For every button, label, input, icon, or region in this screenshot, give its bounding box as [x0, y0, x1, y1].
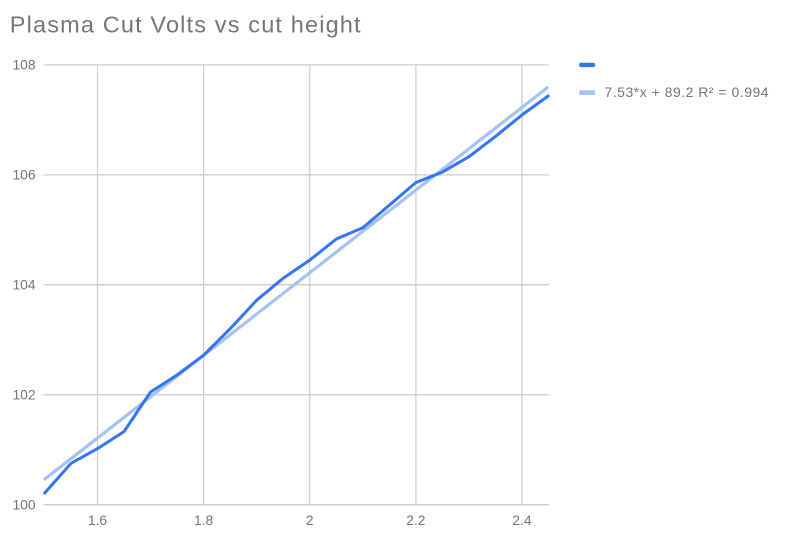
svg-text:2.4: 2.4 — [512, 513, 532, 528]
svg-text:1.6: 1.6 — [88, 513, 108, 528]
svg-text:102: 102 — [12, 388, 35, 403]
svg-text:100: 100 — [12, 497, 35, 512]
svg-text:2.2: 2.2 — [406, 513, 425, 528]
svg-text:2: 2 — [306, 513, 314, 528]
svg-text:1.8: 1.8 — [194, 513, 214, 528]
svg-text:Plasma Cut Volts vs cut height: Plasma Cut Volts vs cut height — [10, 12, 362, 38]
svg-text:7.53*x + 89.2 R² = 0.994: 7.53*x + 89.2 R² = 0.994 — [605, 84, 770, 100]
svg-text:104: 104 — [12, 278, 35, 293]
svg-text:108: 108 — [12, 58, 35, 73]
svg-text:106: 106 — [12, 168, 35, 183]
